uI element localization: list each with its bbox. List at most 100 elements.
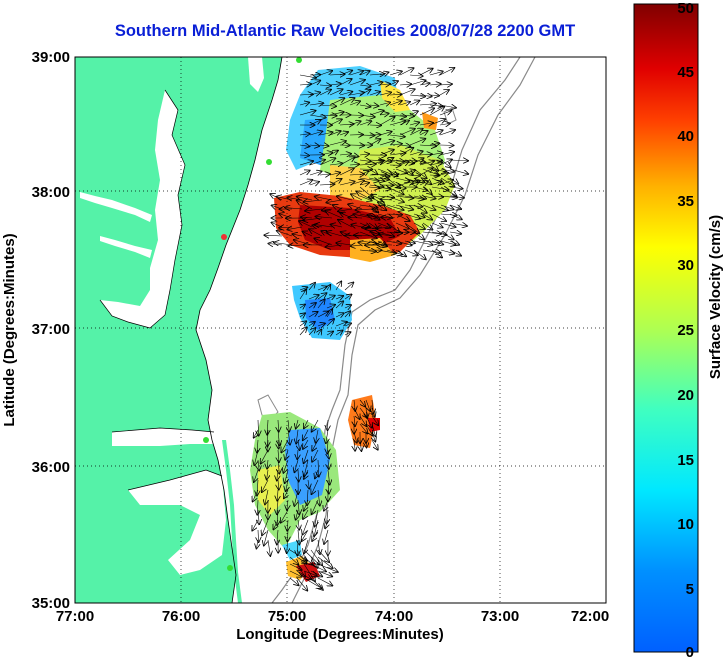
- velocity-arrow: [299, 221, 313, 228]
- velocity-arrow: [359, 115, 375, 117]
- velocity-arrow: [389, 144, 402, 145]
- colorbar-tick-label: 20: [677, 387, 694, 404]
- velocity-arrow: [359, 231, 377, 238]
- velocity-arrow: [324, 499, 328, 511]
- velocity-arrow: [429, 130, 443, 136]
- velocity-arrow: [298, 499, 299, 514]
- velocity-arrow: [344, 283, 353, 291]
- velocity-arrow: [328, 459, 329, 469]
- velocity-arrow: [319, 145, 328, 146]
- velocity-arrow: [278, 459, 279, 474]
- velocity-arrow: [419, 104, 436, 105]
- velocity-arrow: [281, 509, 289, 523]
- velocity-arrow: [327, 285, 330, 290]
- velocity-arrow: [431, 223, 443, 227]
- velocity-arrow: [299, 327, 307, 336]
- velocity-arrow: [369, 139, 380, 146]
- velocity-arrow: [359, 85, 371, 86]
- velocity-arrow: [335, 322, 347, 326]
- velocity-arrow: [366, 439, 367, 447]
- rappahannock-river: [100, 236, 152, 258]
- velocity-arrow: [310, 577, 323, 590]
- velocity-arrow: [327, 439, 328, 454]
- velocity-arrow: [359, 90, 370, 96]
- bathymetry-contour-2: [291, 57, 536, 603]
- velocity-arrow: [439, 130, 455, 136]
- velocity-arrow: [431, 177, 444, 184]
- velocity-arrow: [439, 123, 450, 125]
- velocity-arrow: [359, 71, 370, 75]
- velocity-arrow: [327, 419, 328, 430]
- y-tick-label: 36:00: [32, 459, 70, 476]
- velocity-arrow: [389, 94, 402, 95]
- velocity-arrow: [404, 213, 420, 219]
- velocity-arrow: [316, 429, 318, 443]
- velocity-arrow: [379, 141, 394, 146]
- velocity-arrow: [419, 83, 430, 85]
- velocity-arrow: [380, 199, 393, 200]
- velocity-arrow: [296, 556, 307, 563]
- velocity-arrow: [449, 249, 461, 256]
- velocity-arrow: [359, 171, 368, 175]
- velocity-arrow: [324, 529, 328, 544]
- velocity-arrow: [449, 205, 461, 209]
- velocity-arrow: [376, 227, 393, 229]
- y-axis-label: Latitude (Degrees:Minutes): [1, 233, 18, 426]
- x-tick-labels: 77:00 76:00 75:00 74:00 73:00 72:00: [56, 608, 609, 625]
- velocity-arrow: [386, 241, 401, 244]
- velocity-arrow: [345, 311, 350, 318]
- velocity-arrow: [429, 153, 442, 155]
- velocity-arrow: [277, 231, 293, 237]
- velocity-arrow: [277, 509, 278, 525]
- velocity-arrow: [326, 309, 332, 318]
- velocity-arrow: [336, 243, 353, 245]
- velocity-arrow: [399, 84, 411, 85]
- velocity-arrow: [395, 249, 406, 256]
- velocity-arrow: [413, 222, 425, 229]
- velocity-arrow: [399, 145, 410, 146]
- x-tick-label: 73:00: [481, 608, 519, 625]
- velocity-arrow: [281, 439, 289, 452]
- velocity-arrow: [297, 539, 298, 555]
- velocity-arrow: [359, 415, 366, 426]
- velocity-arrow: [359, 154, 369, 155]
- velocity-arrow: [312, 449, 319, 462]
- x-axis-label: Longitude (Degrees:Minutes): [236, 626, 444, 643]
- velocity-arrow: [369, 74, 384, 75]
- velocity-arrow: [289, 577, 299, 585]
- colorbar: [633, 3, 699, 653]
- velocity-arrow: [339, 132, 348, 135]
- velocity-arrow: [449, 196, 464, 198]
- colorbar-tick-label: 25: [677, 322, 694, 339]
- velocity-arrow: [338, 209, 353, 211]
- velocity-arrow: [409, 151, 423, 155]
- velocity-arrow: [308, 312, 318, 318]
- velocity-arrow: [299, 321, 306, 326]
- velocity-arrow: [317, 577, 332, 586]
- velocity-arrow: [431, 169, 446, 172]
- velocity-arrow: [349, 164, 359, 165]
- velocity-arrow: [335, 282, 341, 291]
- velocity-arrow: [440, 196, 457, 198]
- velocity-arrow: [278, 439, 279, 448]
- velocity-arrow: [254, 429, 258, 438]
- velocity-arrow: [293, 234, 303, 236]
- velocity-arrow: [399, 120, 409, 125]
- velocity-arrow: [329, 141, 346, 146]
- velocity-arrow: [329, 179, 341, 186]
- velocity-arrow: [261, 449, 269, 464]
- velocity-arrow: [309, 120, 321, 126]
- velocity-arrow: [354, 439, 355, 451]
- velocity-arrow: [283, 459, 289, 473]
- velocity-arrow: [404, 168, 413, 175]
- velocity-arrow: [308, 283, 315, 291]
- velocity-arrow: [326, 200, 343, 203]
- velocity-arrow: [326, 332, 333, 335]
- velocity-arrow: [264, 235, 283, 236]
- y-tick-label: 35:00: [32, 595, 70, 612]
- velocity-arrow: [349, 121, 361, 125]
- velocity-arrow: [305, 209, 323, 211]
- velocity-arrow: [308, 322, 315, 326]
- velocity-arrow: [312, 439, 319, 451]
